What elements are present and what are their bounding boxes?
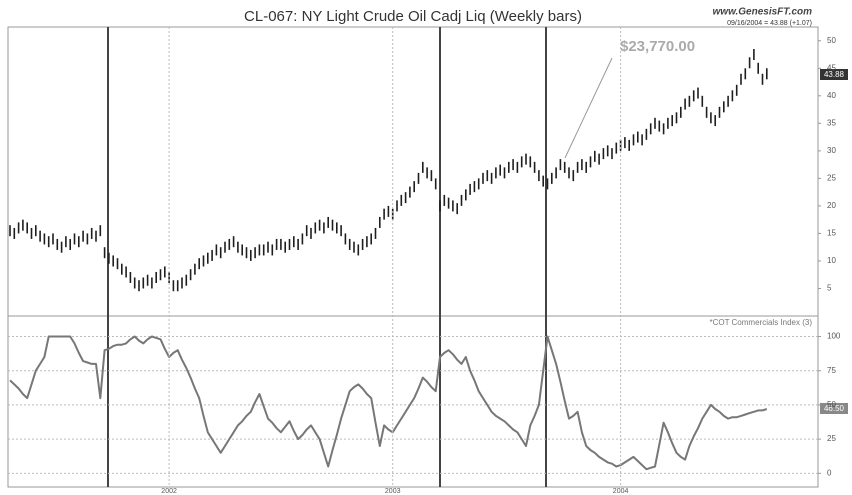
source-label: www.GenesisFT.com [713, 7, 813, 18]
y-tick-label: 50 [827, 36, 836, 45]
y-tick-label: 30 [827, 146, 836, 155]
y-tick-label: 40 [827, 91, 836, 100]
indicator-line [9, 335, 768, 471]
x-tick-label: 2004 [613, 488, 629, 495]
y-tick-label: 25 [827, 434, 836, 443]
y-tick-label: 10 [827, 256, 836, 265]
subtitle: 09/16/2004 = 43.88 (+1.07) [727, 20, 812, 27]
y-tick-label: 0 [827, 468, 832, 477]
last-value-box [820, 403, 848, 414]
y-tick-label: 5 [827, 284, 832, 293]
y-tick-label: 50 [827, 400, 836, 409]
last-value-label: 43.88 [824, 70, 845, 79]
annotation-pointer [564, 57, 613, 159]
x-tick-label: 2002 [161, 488, 177, 495]
annotation: $23,770.00 [620, 38, 695, 55]
y-tick-label: 25 [827, 173, 836, 182]
y-tick-label: 100 [827, 332, 841, 341]
last-value-box [820, 69, 848, 80]
plot-frame [7, 26, 819, 488]
last-value-label: 46.50 [824, 404, 845, 413]
chart-title: CL-067: NY Light Crude Oil Cadj Liq (Wee… [244, 8, 582, 25]
y-tick-label: 20 [827, 201, 836, 210]
y-tick-label: 45 [827, 63, 836, 72]
y-tick-label: 75 [827, 366, 836, 375]
y-tick-label: 35 [827, 118, 836, 127]
indicator-label: *COT Commercials Index (3) [709, 318, 812, 327]
y-tick-label: 15 [827, 229, 836, 238]
x-tick-label: 2003 [385, 488, 401, 495]
